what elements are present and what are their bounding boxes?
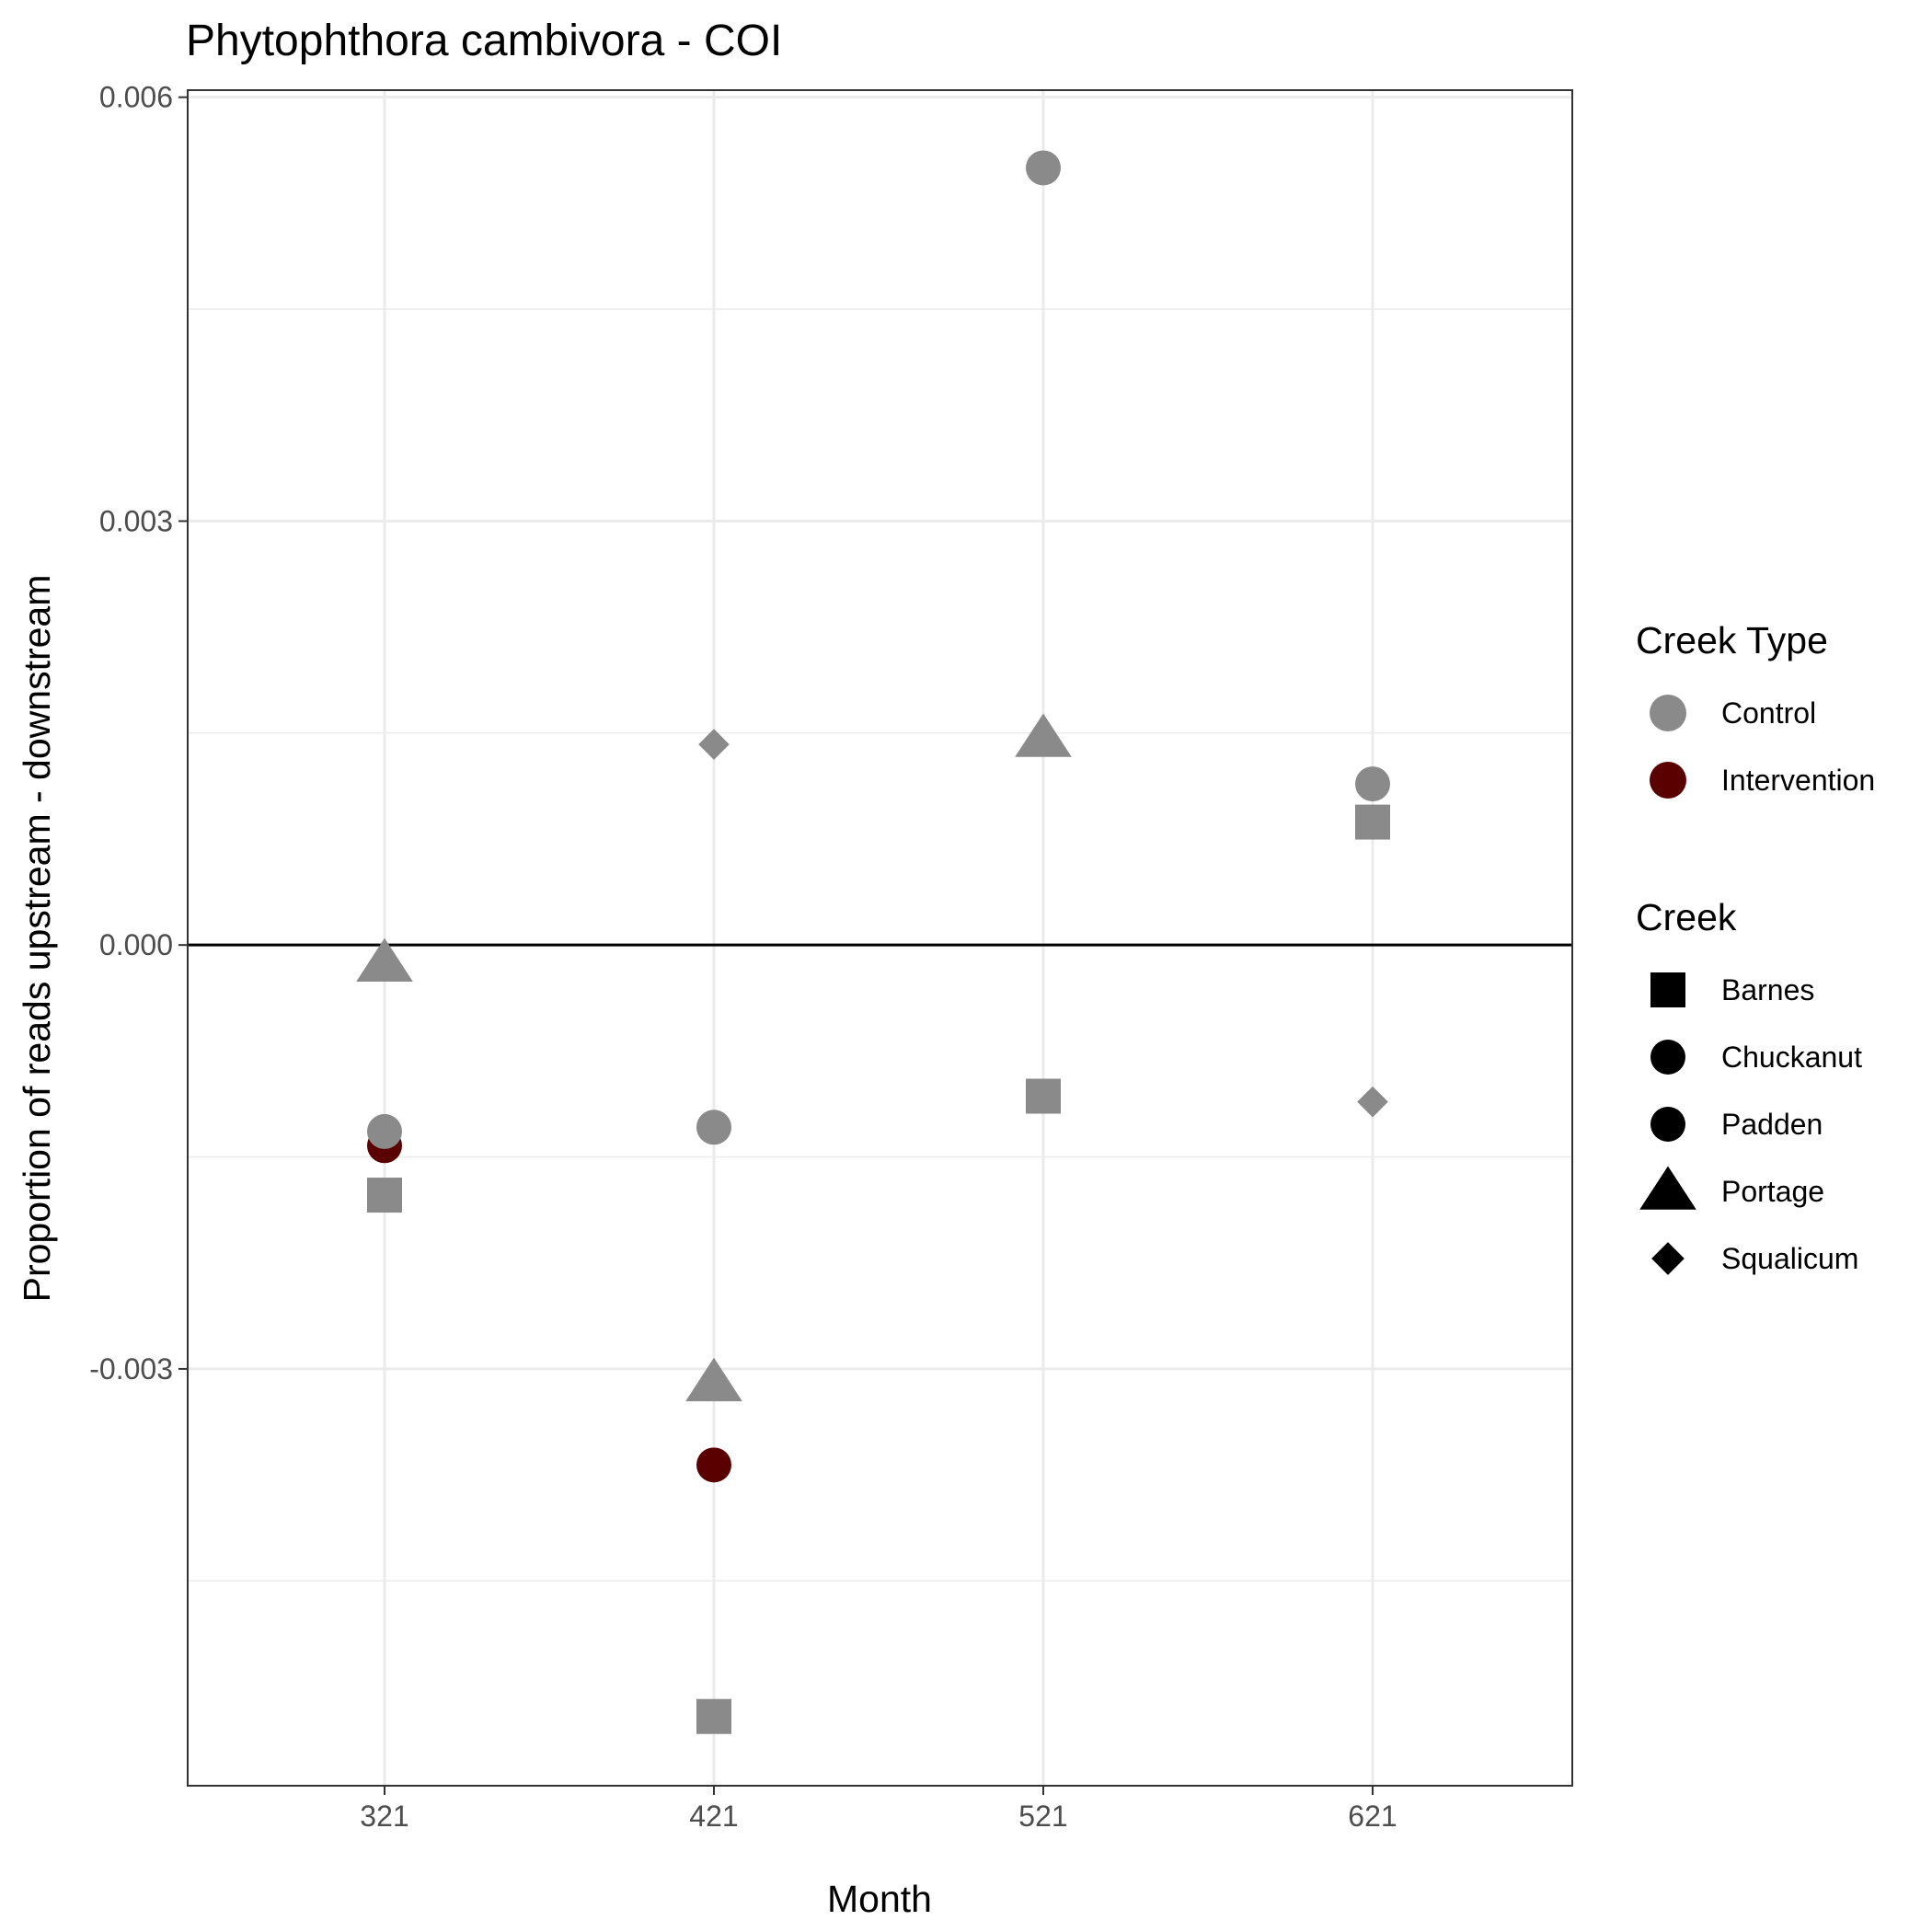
data-point <box>696 1447 731 1483</box>
legend-creek-entries: Barnes Chuckanut Padden Portage Squalicum <box>1639 972 1862 1275</box>
legend-label: Portage <box>1721 1175 1824 1208</box>
data-point <box>367 1113 402 1149</box>
x-tick-label: 421 <box>689 1800 738 1833</box>
data-point <box>696 1110 731 1145</box>
legend: Creek Type Control Intervention Creek Bar… <box>1636 619 1875 1275</box>
y-tick-label: 0.003 <box>99 504 173 537</box>
data-point <box>1355 804 1390 840</box>
legend-label: Control <box>1721 696 1816 730</box>
data-point <box>698 729 730 760</box>
data-points <box>356 150 1390 1734</box>
data-point <box>1026 1078 1061 1114</box>
x-tick-label: 321 <box>360 1800 408 1833</box>
data-point <box>1015 713 1072 757</box>
chart-title: Phytophthora cambivora - COI <box>186 17 782 65</box>
data-point <box>1026 150 1061 186</box>
x-tick-label: 621 <box>1348 1800 1397 1833</box>
legend-label: Intervention <box>1721 764 1875 797</box>
data-point <box>685 1357 742 1402</box>
legend-label: Padden <box>1721 1108 1823 1141</box>
legend-label: Barnes <box>1721 973 1814 1006</box>
legend-creek-type-entries: Control Intervention <box>1650 695 1875 799</box>
x-tick-label: 521 <box>1018 1800 1067 1833</box>
legend-key <box>1650 762 1686 799</box>
legend-title-creek-type: Creek Type <box>1636 619 1828 661</box>
legend-key <box>1650 695 1686 731</box>
y-tick-label: 0.006 <box>99 81 173 114</box>
legend-key <box>1650 1040 1685 1075</box>
data-point <box>1355 766 1390 802</box>
x-axis-label: Month <box>827 1878 932 1920</box>
legend-label: Squalicum <box>1721 1242 1858 1275</box>
legend-label: Chuckanut <box>1721 1041 1862 1074</box>
data-point <box>367 1178 402 1213</box>
legend-key <box>1650 972 1685 1007</box>
legend-key <box>1650 1107 1685 1142</box>
y-tick-label: 0.000 <box>99 928 173 961</box>
data-point <box>356 937 413 982</box>
y-axis-label: Proportion of reads upstream - downstrea… <box>16 575 58 1303</box>
data-point <box>696 1698 731 1734</box>
y-axis: -0.003 0.000 0.003 0.006 <box>89 81 188 1386</box>
plot-border <box>187 89 1573 1787</box>
legend-key <box>1651 1242 1685 1275</box>
legend-title-creek: Creek <box>1636 896 1737 938</box>
plot-panel <box>188 90 1572 1786</box>
legend-key <box>1639 1166 1696 1210</box>
x-axis: 321 421 521 621 <box>360 1786 1397 1833</box>
data-point <box>1357 1086 1388 1118</box>
y-tick-label: -0.003 <box>89 1352 173 1386</box>
